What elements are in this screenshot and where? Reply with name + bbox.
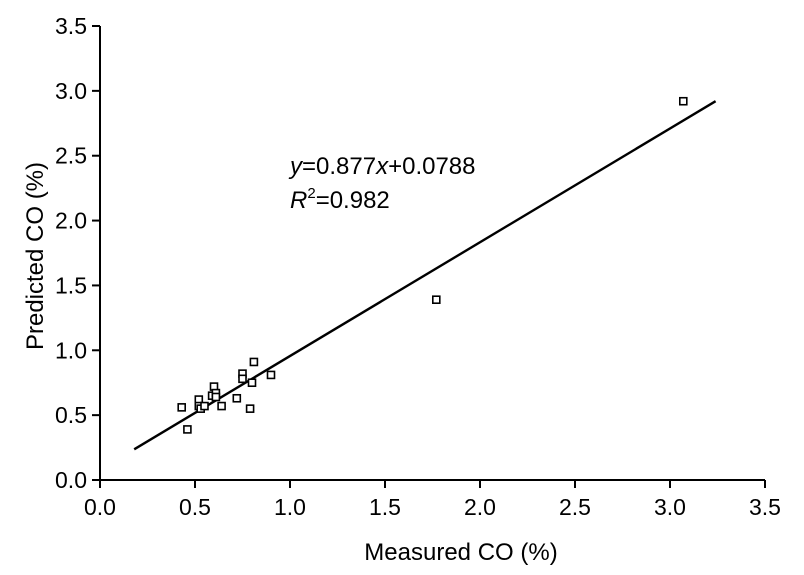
y-axis-title: Predicted CO (%) <box>22 162 49 350</box>
x-tick-label: 1.5 <box>369 494 401 520</box>
data-point <box>245 404 255 413</box>
y-tick-label: 0.5 <box>55 402 87 428</box>
data-point <box>238 374 247 384</box>
y-tick-label: 0.0 <box>55 467 87 493</box>
data-point <box>200 401 209 411</box>
data-point <box>217 401 226 411</box>
data-point <box>247 378 257 388</box>
y-tick-label: 1.5 <box>55 272 87 298</box>
x-tick-label: 0.0 <box>84 494 116 520</box>
y-tick-label: 1.0 <box>55 337 87 363</box>
y-tick-label: 2.0 <box>55 208 87 234</box>
data-point <box>177 403 186 412</box>
y-tick-label: 3.0 <box>55 78 87 104</box>
data-point <box>183 425 192 434</box>
x-tick-label: 2.0 <box>464 494 496 520</box>
x-axis-title: Measured CO (%) <box>364 539 557 566</box>
x-tick-label: 3.0 <box>654 494 686 520</box>
x-tick-label: 0.5 <box>179 494 211 520</box>
data-point <box>431 295 441 304</box>
y-tick-label: 2.5 <box>55 143 87 169</box>
x-tick-label: 1.0 <box>274 494 306 520</box>
axes <box>99 26 765 481</box>
x-ticks: 0.0 0.5 1.0 1.5 2.0 2.5 3.0 3.5 <box>84 480 781 520</box>
data-point <box>249 357 259 367</box>
regression-line <box>133 100 717 451</box>
y-ticks: 0.0 0.5 1.0 1.5 2.0 2.5 3.0 3.5 <box>55 13 100 493</box>
data-point <box>232 393 242 403</box>
data-point <box>266 370 276 380</box>
data-point <box>211 392 221 402</box>
data-points <box>177 96 688 434</box>
r-squared-label: R2=0.982 <box>290 185 390 214</box>
regression-line-group <box>133 100 717 451</box>
x-tick-label: 3.5 <box>749 494 781 520</box>
y-tick-label: 3.5 <box>55 13 87 39</box>
data-point <box>678 96 688 106</box>
regression-equation: y=0.877x+0.0788 <box>288 153 476 180</box>
x-tick-label: 2.5 <box>559 494 591 520</box>
